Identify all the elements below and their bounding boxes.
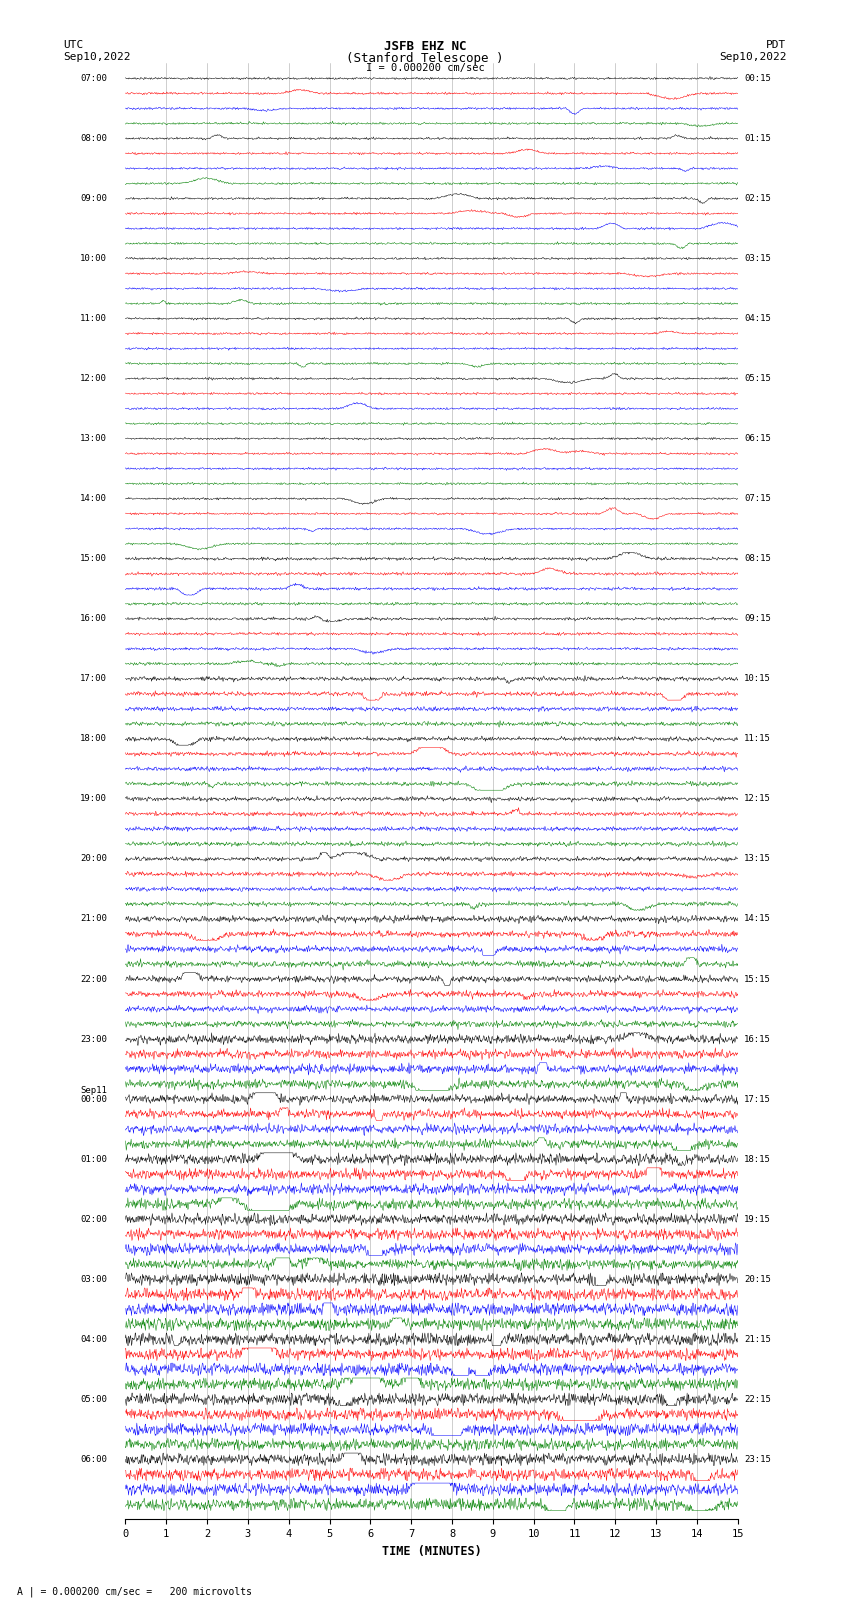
Text: 21:15: 21:15 — [744, 1336, 771, 1344]
Text: 09:15: 09:15 — [744, 615, 771, 623]
Text: 07:15: 07:15 — [744, 494, 771, 503]
Text: PDT: PDT — [766, 40, 786, 50]
Text: 15:15: 15:15 — [744, 974, 771, 984]
Text: 08:00: 08:00 — [80, 134, 107, 144]
Text: 23:15: 23:15 — [744, 1455, 771, 1465]
Text: 00:00: 00:00 — [80, 1095, 107, 1103]
Text: 10:00: 10:00 — [80, 253, 107, 263]
Text: 19:00: 19:00 — [80, 794, 107, 803]
Text: 03:00: 03:00 — [80, 1274, 107, 1284]
Text: 00:15: 00:15 — [744, 74, 771, 82]
Text: 06:00: 06:00 — [80, 1455, 107, 1465]
Text: 13:15: 13:15 — [744, 855, 771, 863]
Text: 03:15: 03:15 — [744, 253, 771, 263]
Text: A | = 0.000200 cm/sec =   200 microvolts: A | = 0.000200 cm/sec = 200 microvolts — [17, 1586, 252, 1597]
Text: 14:15: 14:15 — [744, 915, 771, 924]
X-axis label: TIME (MINUTES): TIME (MINUTES) — [382, 1545, 481, 1558]
Text: 16:00: 16:00 — [80, 615, 107, 623]
Text: (Stanford Telescope ): (Stanford Telescope ) — [346, 52, 504, 65]
Text: 04:15: 04:15 — [744, 315, 771, 323]
Text: 08:15: 08:15 — [744, 555, 771, 563]
Text: I = 0.000200 cm/sec: I = 0.000200 cm/sec — [366, 63, 484, 73]
Text: 23:00: 23:00 — [80, 1034, 107, 1044]
Text: 01:15: 01:15 — [744, 134, 771, 144]
Text: 21:00: 21:00 — [80, 915, 107, 924]
Text: 01:00: 01:00 — [80, 1155, 107, 1163]
Text: 15:00: 15:00 — [80, 555, 107, 563]
Text: 18:15: 18:15 — [744, 1155, 771, 1163]
Text: 17:15: 17:15 — [744, 1095, 771, 1103]
Text: 12:00: 12:00 — [80, 374, 107, 384]
Text: 20:00: 20:00 — [80, 855, 107, 863]
Text: 10:15: 10:15 — [744, 674, 771, 684]
Text: 16:15: 16:15 — [744, 1034, 771, 1044]
Text: 09:00: 09:00 — [80, 194, 107, 203]
Text: 13:00: 13:00 — [80, 434, 107, 444]
Text: 11:00: 11:00 — [80, 315, 107, 323]
Text: 11:15: 11:15 — [744, 734, 771, 744]
Text: 02:15: 02:15 — [744, 194, 771, 203]
Text: 17:00: 17:00 — [80, 674, 107, 684]
Text: 06:15: 06:15 — [744, 434, 771, 444]
Text: 22:15: 22:15 — [744, 1395, 771, 1403]
Text: Sep10,2022: Sep10,2022 — [719, 52, 786, 61]
Text: 12:15: 12:15 — [744, 794, 771, 803]
Text: 20:15: 20:15 — [744, 1274, 771, 1284]
Text: 22:00: 22:00 — [80, 974, 107, 984]
Text: 18:00: 18:00 — [80, 734, 107, 744]
Text: UTC: UTC — [64, 40, 84, 50]
Text: 04:00: 04:00 — [80, 1336, 107, 1344]
Text: Sep11: Sep11 — [80, 1086, 107, 1095]
Text: JSFB EHZ NC: JSFB EHZ NC — [383, 40, 467, 53]
Text: 05:15: 05:15 — [744, 374, 771, 384]
Text: 19:15: 19:15 — [744, 1215, 771, 1224]
Text: Sep10,2022: Sep10,2022 — [64, 52, 131, 61]
Text: 02:00: 02:00 — [80, 1215, 107, 1224]
Text: 14:00: 14:00 — [80, 494, 107, 503]
Text: 05:00: 05:00 — [80, 1395, 107, 1403]
Text: 07:00: 07:00 — [80, 74, 107, 82]
